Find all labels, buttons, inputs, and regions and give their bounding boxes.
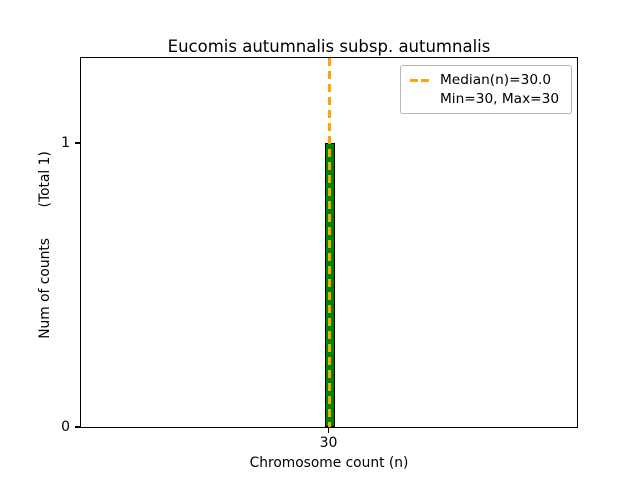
- y-tick-mark-0: [75, 426, 80, 428]
- y-tick-label-1: 1: [61, 134, 70, 151]
- x-axis-label: Chromosome count (n): [249, 455, 409, 471]
- legend-entry-minmax: Min=30, Max=30: [410, 90, 562, 109]
- x-tick-label-30: 30: [319, 435, 338, 451]
- y-axis-label: Num of counts (Total 1): [37, 151, 53, 339]
- legend-blank-key: [410, 98, 432, 101]
- median-dashed-line: [327, 58, 331, 427]
- y-tick-label-0: 0: [61, 418, 70, 435]
- legend-minmax-label: Min=30, Max=30: [440, 91, 560, 107]
- legend-median-label: Median(n)=30.0: [440, 72, 552, 88]
- x-tick-mark-30: [327, 428, 330, 434]
- chart-title: Eucomis autumnalis subsp. autumnalis: [167, 37, 491, 56]
- plot-area: [80, 57, 578, 428]
- median-dashed-line-sample-icon: [410, 79, 432, 82]
- legend: Median(n)=30.0 Min=30, Max=30: [400, 65, 572, 114]
- legend-entry-median: Median(n)=30.0: [410, 71, 562, 90]
- y-tick-mark-1: [75, 142, 80, 144]
